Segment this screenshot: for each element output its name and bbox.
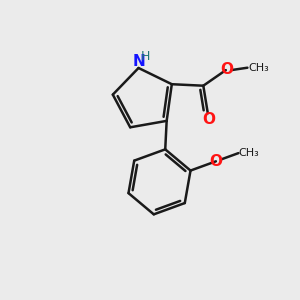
Text: O: O xyxy=(209,154,222,169)
Text: O: O xyxy=(220,62,233,77)
Text: CH₃: CH₃ xyxy=(239,148,260,158)
Text: CH₃: CH₃ xyxy=(248,63,269,73)
Text: N: N xyxy=(132,54,145,69)
Text: O: O xyxy=(202,112,215,128)
Text: H: H xyxy=(140,50,150,63)
